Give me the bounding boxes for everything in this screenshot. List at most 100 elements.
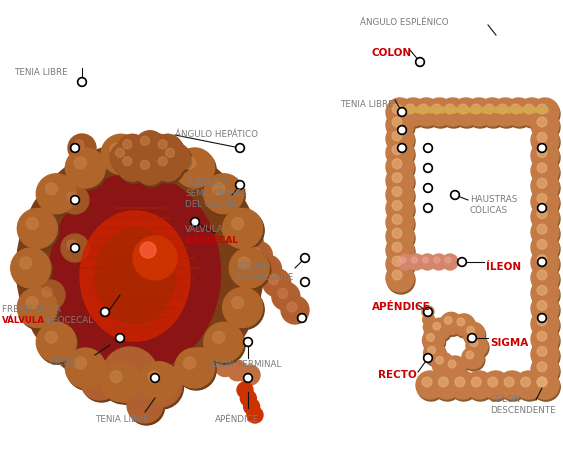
Circle shape <box>539 315 545 321</box>
Circle shape <box>205 324 245 364</box>
Circle shape <box>538 144 547 153</box>
Circle shape <box>17 208 57 248</box>
Circle shape <box>416 371 444 399</box>
Circle shape <box>136 133 167 163</box>
Circle shape <box>237 182 243 188</box>
Circle shape <box>160 143 190 173</box>
Circle shape <box>158 140 167 149</box>
Circle shape <box>224 211 264 251</box>
Circle shape <box>229 248 269 288</box>
Circle shape <box>102 136 142 176</box>
Ellipse shape <box>110 246 160 306</box>
Circle shape <box>532 235 560 264</box>
Circle shape <box>532 296 560 325</box>
Circle shape <box>425 355 431 361</box>
Text: TENIA LIBRE: TENIA LIBRE <box>95 415 149 424</box>
Circle shape <box>154 136 184 166</box>
Circle shape <box>462 347 484 369</box>
Circle shape <box>445 104 455 114</box>
Circle shape <box>263 269 291 297</box>
Circle shape <box>531 295 559 322</box>
Circle shape <box>61 186 89 214</box>
Circle shape <box>386 236 414 264</box>
Circle shape <box>531 218 559 246</box>
Circle shape <box>67 150 107 190</box>
Circle shape <box>397 107 406 116</box>
Circle shape <box>231 217 244 229</box>
Circle shape <box>498 371 526 399</box>
Circle shape <box>35 280 65 310</box>
Circle shape <box>458 257 467 267</box>
Circle shape <box>444 356 466 378</box>
Circle shape <box>102 347 158 403</box>
Circle shape <box>102 309 108 315</box>
Circle shape <box>190 217 199 226</box>
Circle shape <box>452 98 480 126</box>
Circle shape <box>117 335 123 341</box>
Circle shape <box>531 188 559 216</box>
Circle shape <box>537 255 547 264</box>
Circle shape <box>240 390 256 406</box>
Circle shape <box>232 220 242 230</box>
Circle shape <box>524 104 534 114</box>
Circle shape <box>539 205 545 211</box>
Circle shape <box>399 109 405 115</box>
Circle shape <box>253 255 282 283</box>
Circle shape <box>532 159 560 187</box>
Circle shape <box>453 100 481 128</box>
Circle shape <box>175 148 215 188</box>
Circle shape <box>537 331 547 341</box>
Circle shape <box>72 145 78 151</box>
Circle shape <box>297 313 306 322</box>
Circle shape <box>133 236 177 280</box>
Circle shape <box>78 78 87 87</box>
Circle shape <box>434 107 439 113</box>
Circle shape <box>532 205 560 233</box>
Circle shape <box>457 318 465 326</box>
Circle shape <box>301 277 310 286</box>
Text: TENIA LIBRE: TENIA LIBRE <box>14 68 68 77</box>
Circle shape <box>532 281 560 309</box>
Circle shape <box>506 107 512 113</box>
Circle shape <box>427 100 454 128</box>
Circle shape <box>387 100 415 128</box>
Circle shape <box>235 180 244 189</box>
Circle shape <box>301 254 310 263</box>
Circle shape <box>272 282 300 310</box>
Text: DEL COLON: DEL COLON <box>185 200 236 209</box>
Circle shape <box>531 340 559 369</box>
Circle shape <box>139 134 179 174</box>
Circle shape <box>68 134 96 162</box>
Circle shape <box>387 155 415 183</box>
Circle shape <box>190 348 210 368</box>
Circle shape <box>531 141 559 170</box>
Circle shape <box>387 252 415 280</box>
Circle shape <box>415 57 425 66</box>
Circle shape <box>423 353 432 362</box>
Circle shape <box>531 371 559 399</box>
Circle shape <box>537 316 547 326</box>
Circle shape <box>418 104 428 114</box>
Circle shape <box>244 374 252 383</box>
Circle shape <box>536 107 542 113</box>
Circle shape <box>184 157 195 169</box>
Circle shape <box>425 145 431 151</box>
Circle shape <box>449 371 477 399</box>
Circle shape <box>387 224 415 252</box>
Circle shape <box>302 255 308 261</box>
Circle shape <box>184 357 195 369</box>
Circle shape <box>538 257 547 267</box>
Circle shape <box>392 117 402 127</box>
Circle shape <box>532 312 560 340</box>
Circle shape <box>422 257 428 263</box>
Circle shape <box>387 197 415 224</box>
Circle shape <box>281 296 309 324</box>
Circle shape <box>467 337 489 359</box>
Circle shape <box>444 317 452 324</box>
Circle shape <box>439 107 445 113</box>
Circle shape <box>419 254 436 270</box>
Circle shape <box>140 365 184 409</box>
Circle shape <box>427 107 433 113</box>
Circle shape <box>175 348 215 388</box>
Circle shape <box>153 151 182 181</box>
